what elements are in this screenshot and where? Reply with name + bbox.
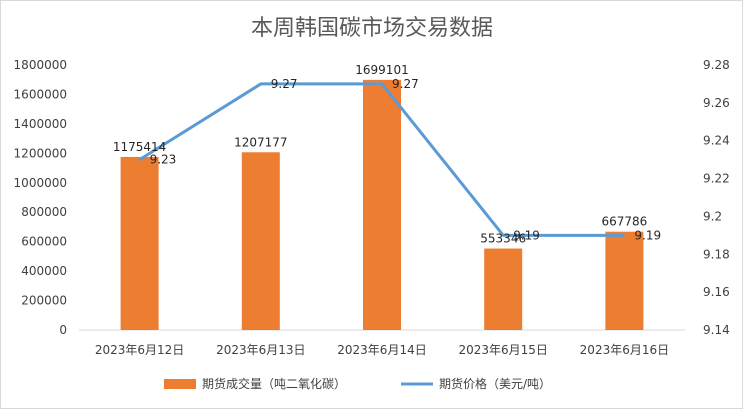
y-left-tick-label: 0 [59,323,67,337]
bar [605,231,644,330]
bar [484,248,523,330]
y-right-tick-label: 9.14 [703,323,730,337]
price-line [138,82,625,237]
bar-data-label: 667786 [601,215,647,229]
x-tick-label: 2023年6月13日 [216,343,305,357]
y-right-tick-label: 9.2 [703,209,722,223]
y-left-tick-label: 200000 [21,294,67,308]
y-left-tick-label: 1000000 [14,176,67,190]
line-data-label: 9.19 [634,228,661,242]
y-right-tick-label: 9.28 [703,58,730,72]
y-left-tick-label: 1600000 [14,87,67,101]
y-left-tick-label: 600000 [21,235,67,249]
legend-bar-label: 期货成交量（吨二氧化碳） [202,376,346,391]
bar [363,79,401,330]
y-right-tick-label: 9.18 [703,247,730,261]
x-tick-label: 2023年6月16日 [580,343,669,357]
bar-data-label: 1175414 [113,140,166,154]
legend-line-label: 期货价格（美元/吨） [439,376,551,391]
line-data-label: 9.27 [392,77,419,91]
y-right-tick-label: 9.24 [703,134,730,148]
y-left-tick-label: 1400000 [14,117,67,131]
y-left-tick-label: 400000 [21,264,67,278]
y-left-tick-label: 800000 [21,205,67,219]
y-right-tick-label: 9.16 [703,285,730,299]
y-right-tick-label: 9.22 [703,172,730,186]
x-tick-label: 2023年6月14日 [337,343,426,357]
bar [120,156,159,330]
y-right-tick-label: 9.26 [703,96,730,110]
bar-data-label: 553346 [480,232,526,246]
bar-data-label: 1699101 [355,63,408,77]
bar-data-label: 1207177 [234,135,287,149]
x-tick-label: 2023年6月12日 [95,343,184,357]
chart-title: 本周韩国碳市场交易数据 [251,16,493,41]
line-data-label: 9.27 [271,77,298,91]
bar [241,152,280,330]
line-data-label: 9.23 [150,153,177,167]
x-tick-label: 2023年6月15日 [458,343,547,357]
legend-bar-swatch [164,379,196,389]
y-left-tick-label: 1800000 [14,58,67,72]
y-left-tick-label: 1200000 [14,146,67,160]
line-data-label: 9.19 [513,228,540,242]
